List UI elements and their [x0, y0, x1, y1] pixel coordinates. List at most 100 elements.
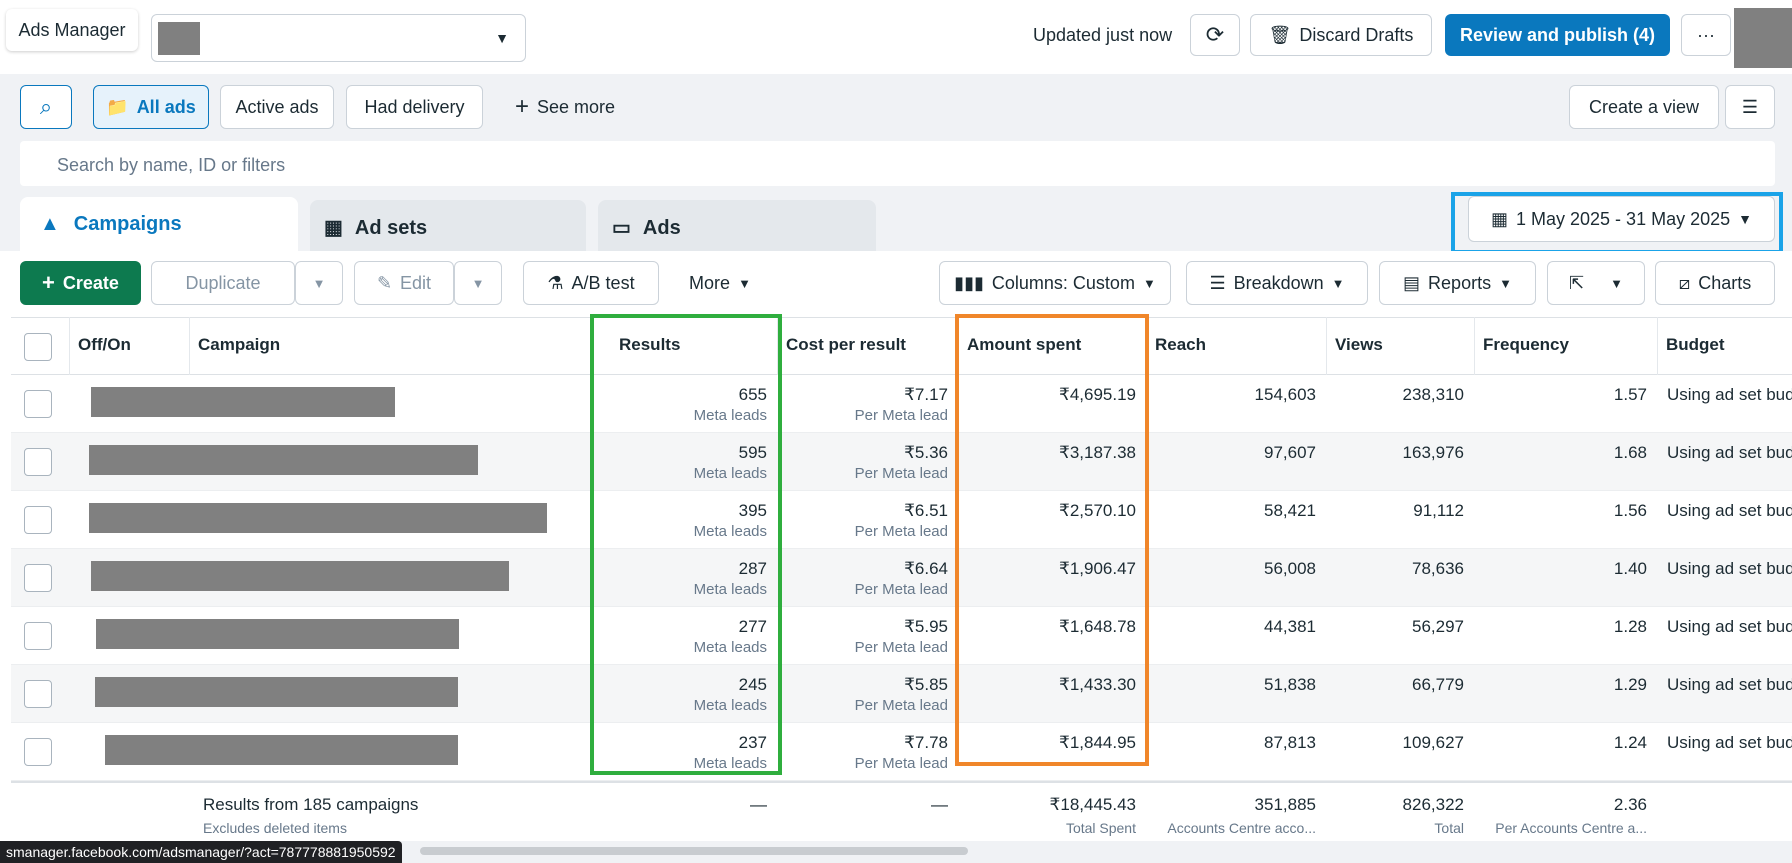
columns[interactable]: ▮▮▮ Columns: Custom ▼ [939, 261, 1171, 305]
cell-reach: 58,421 [1264, 501, 1316, 520]
cell-reach: 87,813 [1264, 733, 1316, 752]
cell-unit: Per Meta lead [854, 407, 948, 424]
redaction [91, 561, 509, 591]
create-view[interactable]: Create a view [1569, 85, 1719, 129]
status-url: smanager.facebook.com/adsmanager/?act=78… [0, 841, 402, 863]
discard-drafts[interactable]: 🗑 Discard Drafts [1250, 14, 1432, 56]
settings[interactable]: ☰ [1725, 85, 1775, 129]
cell-unit: Per Meta lead [854, 697, 948, 714]
cell-unit: Meta leads [693, 581, 767, 598]
refresh[interactable]: ⟳ [1190, 14, 1240, 56]
label: Edit [400, 272, 432, 293]
cell-budget: Using ad set budget [1667, 501, 1792, 520]
totals-subtext: Total Spent [1065, 820, 1136, 836]
cell-unit: Per Meta lead [854, 465, 948, 482]
cell-results: 395 [738, 501, 767, 520]
ab-test[interactable]: ⚗ A/B test [523, 261, 659, 305]
totals-frequency: 2.36 [1613, 795, 1647, 814]
cell-unit: Meta leads [693, 639, 767, 656]
totals-results: — [750, 795, 767, 814]
cell-frequency: 1.68 [1613, 443, 1647, 462]
label: Ad sets [354, 217, 428, 239]
campaign-table: Off/On Campaign Results Cost per result Amou… [0, 317, 1792, 841]
cell-frequency: 1.24 [1613, 733, 1647, 752]
edit[interactable]: ✎ Edit [354, 261, 454, 305]
date-range[interactable]: ▦ 1 May 2025 - 31 May 2025 ▼ [1468, 196, 1775, 242]
cell-unit: Meta leads [693, 523, 767, 540]
app-name[interactable]: Ads Manager [6, 9, 138, 51]
charts[interactable]: ⧄ Charts [1655, 261, 1775, 305]
cell-reach: 56,008 [1264, 559, 1316, 578]
filter-delivery[interactable]: Had delivery [346, 85, 483, 129]
label: Breakdown [1233, 272, 1324, 293]
more-menu[interactable]: ··· [1681, 14, 1731, 56]
reports[interactable]: ▤ Reports ▼ [1379, 261, 1536, 305]
label: More [689, 272, 731, 293]
cell-cost-per-result: ₹5.36 [904, 443, 948, 462]
filter-all-ads[interactable]: 📁 All ads [93, 85, 209, 129]
cell-budget: Using ad set budget [1667, 675, 1792, 694]
redaction [89, 503, 547, 533]
cell-results: 237 [738, 733, 767, 752]
totals-row [11, 781, 1792, 841]
cell-amount-spent: ₹4,695.19 [1059, 385, 1136, 404]
more[interactable]: More ▼ [670, 261, 770, 305]
cell-amount-spent: ₹1,433.30 [1059, 675, 1136, 694]
export[interactable]: ⇱ ▼ [1547, 261, 1645, 305]
cell-unit: Meta leads [693, 755, 767, 772]
cell-results: 245 [738, 675, 767, 694]
tab-campaigns[interactable]: ▲ Campaigns [20, 197, 298, 251]
cell-amount-spent: ₹1,844.95 [1059, 733, 1136, 752]
row-checkbox [24, 622, 52, 650]
search-box[interactable]: Search by name, ID or filters [20, 141, 1775, 186]
create[interactable]: + Create [20, 261, 141, 305]
cell-views: 78,636 [1412, 559, 1464, 578]
cell-frequency: 1.56 [1613, 501, 1647, 520]
cell-views: 91,112 [1413, 501, 1464, 520]
row-checkbox [24, 448, 52, 476]
see-more[interactable]: + See more [514, 93, 616, 120]
cell-cost-per-result: ₹5.95 [904, 617, 948, 636]
row-checkbox [24, 680, 52, 708]
tab-ads[interactable]: ▭ Ads [598, 200, 876, 251]
filter-active[interactable]: Active ads [220, 85, 334, 129]
totals-subtext: Per Accounts Centre a... [1495, 820, 1647, 836]
totals-subtext: Accounts Centre acco... [1167, 820, 1316, 836]
cell-budget: Using ad set budget [1667, 443, 1792, 462]
tab-ad-sets[interactable]: ▦ Ad sets [310, 200, 586, 251]
label: Ads [642, 217, 681, 239]
cell-frequency: 1.40 [1613, 559, 1647, 578]
publish[interactable]: Review and publish (4) [1445, 14, 1670, 56]
totals-note: Excludes deleted items [203, 820, 347, 836]
totals-views: 826,322 [1402, 795, 1464, 814]
cell-frequency: 1.57 [1613, 385, 1647, 404]
cell-cost-per-result: ₹5.85 [904, 675, 948, 694]
redaction [1734, 8, 1792, 68]
duplicate-menu[interactable]: ▼ [295, 261, 343, 305]
totals-cost-per-result: — [931, 795, 948, 814]
duplicate[interactable]: Duplicate [151, 261, 295, 305]
account-selector[interactable]: ▼ [151, 14, 526, 62]
cell-cost-per-result: ₹7.78 [904, 733, 948, 752]
cell-cost-per-result: ₹7.17 [904, 385, 948, 404]
label: Columns: Custom [991, 272, 1135, 293]
column-header: Amount spent [967, 335, 1082, 354]
column-header: Cost per result [786, 335, 906, 354]
totals-amount-spent: ₹18,445.43 [1049, 795, 1136, 814]
search-button[interactable]: ⌕ [20, 85, 72, 129]
cell-amount-spent: ₹1,648.78 [1059, 617, 1136, 636]
header-row [11, 317, 1792, 375]
cell-results: 287 [738, 559, 767, 578]
edit-menu[interactable]: ▼ [454, 261, 502, 305]
totals-label: Results from 185 campaigns [203, 795, 419, 814]
cell-results: 655 [738, 385, 767, 404]
cell-frequency: 1.29 [1613, 675, 1647, 694]
label: Reports [1428, 272, 1492, 293]
totals-reach: 351,885 [1254, 795, 1316, 814]
cell-unit: Per Meta lead [854, 639, 948, 656]
column-header: Off/On [78, 335, 131, 354]
breakdown[interactable]: ☰ Breakdown ▼ [1186, 261, 1368, 305]
row-checkbox [24, 738, 52, 766]
column-header: Results [619, 335, 681, 354]
